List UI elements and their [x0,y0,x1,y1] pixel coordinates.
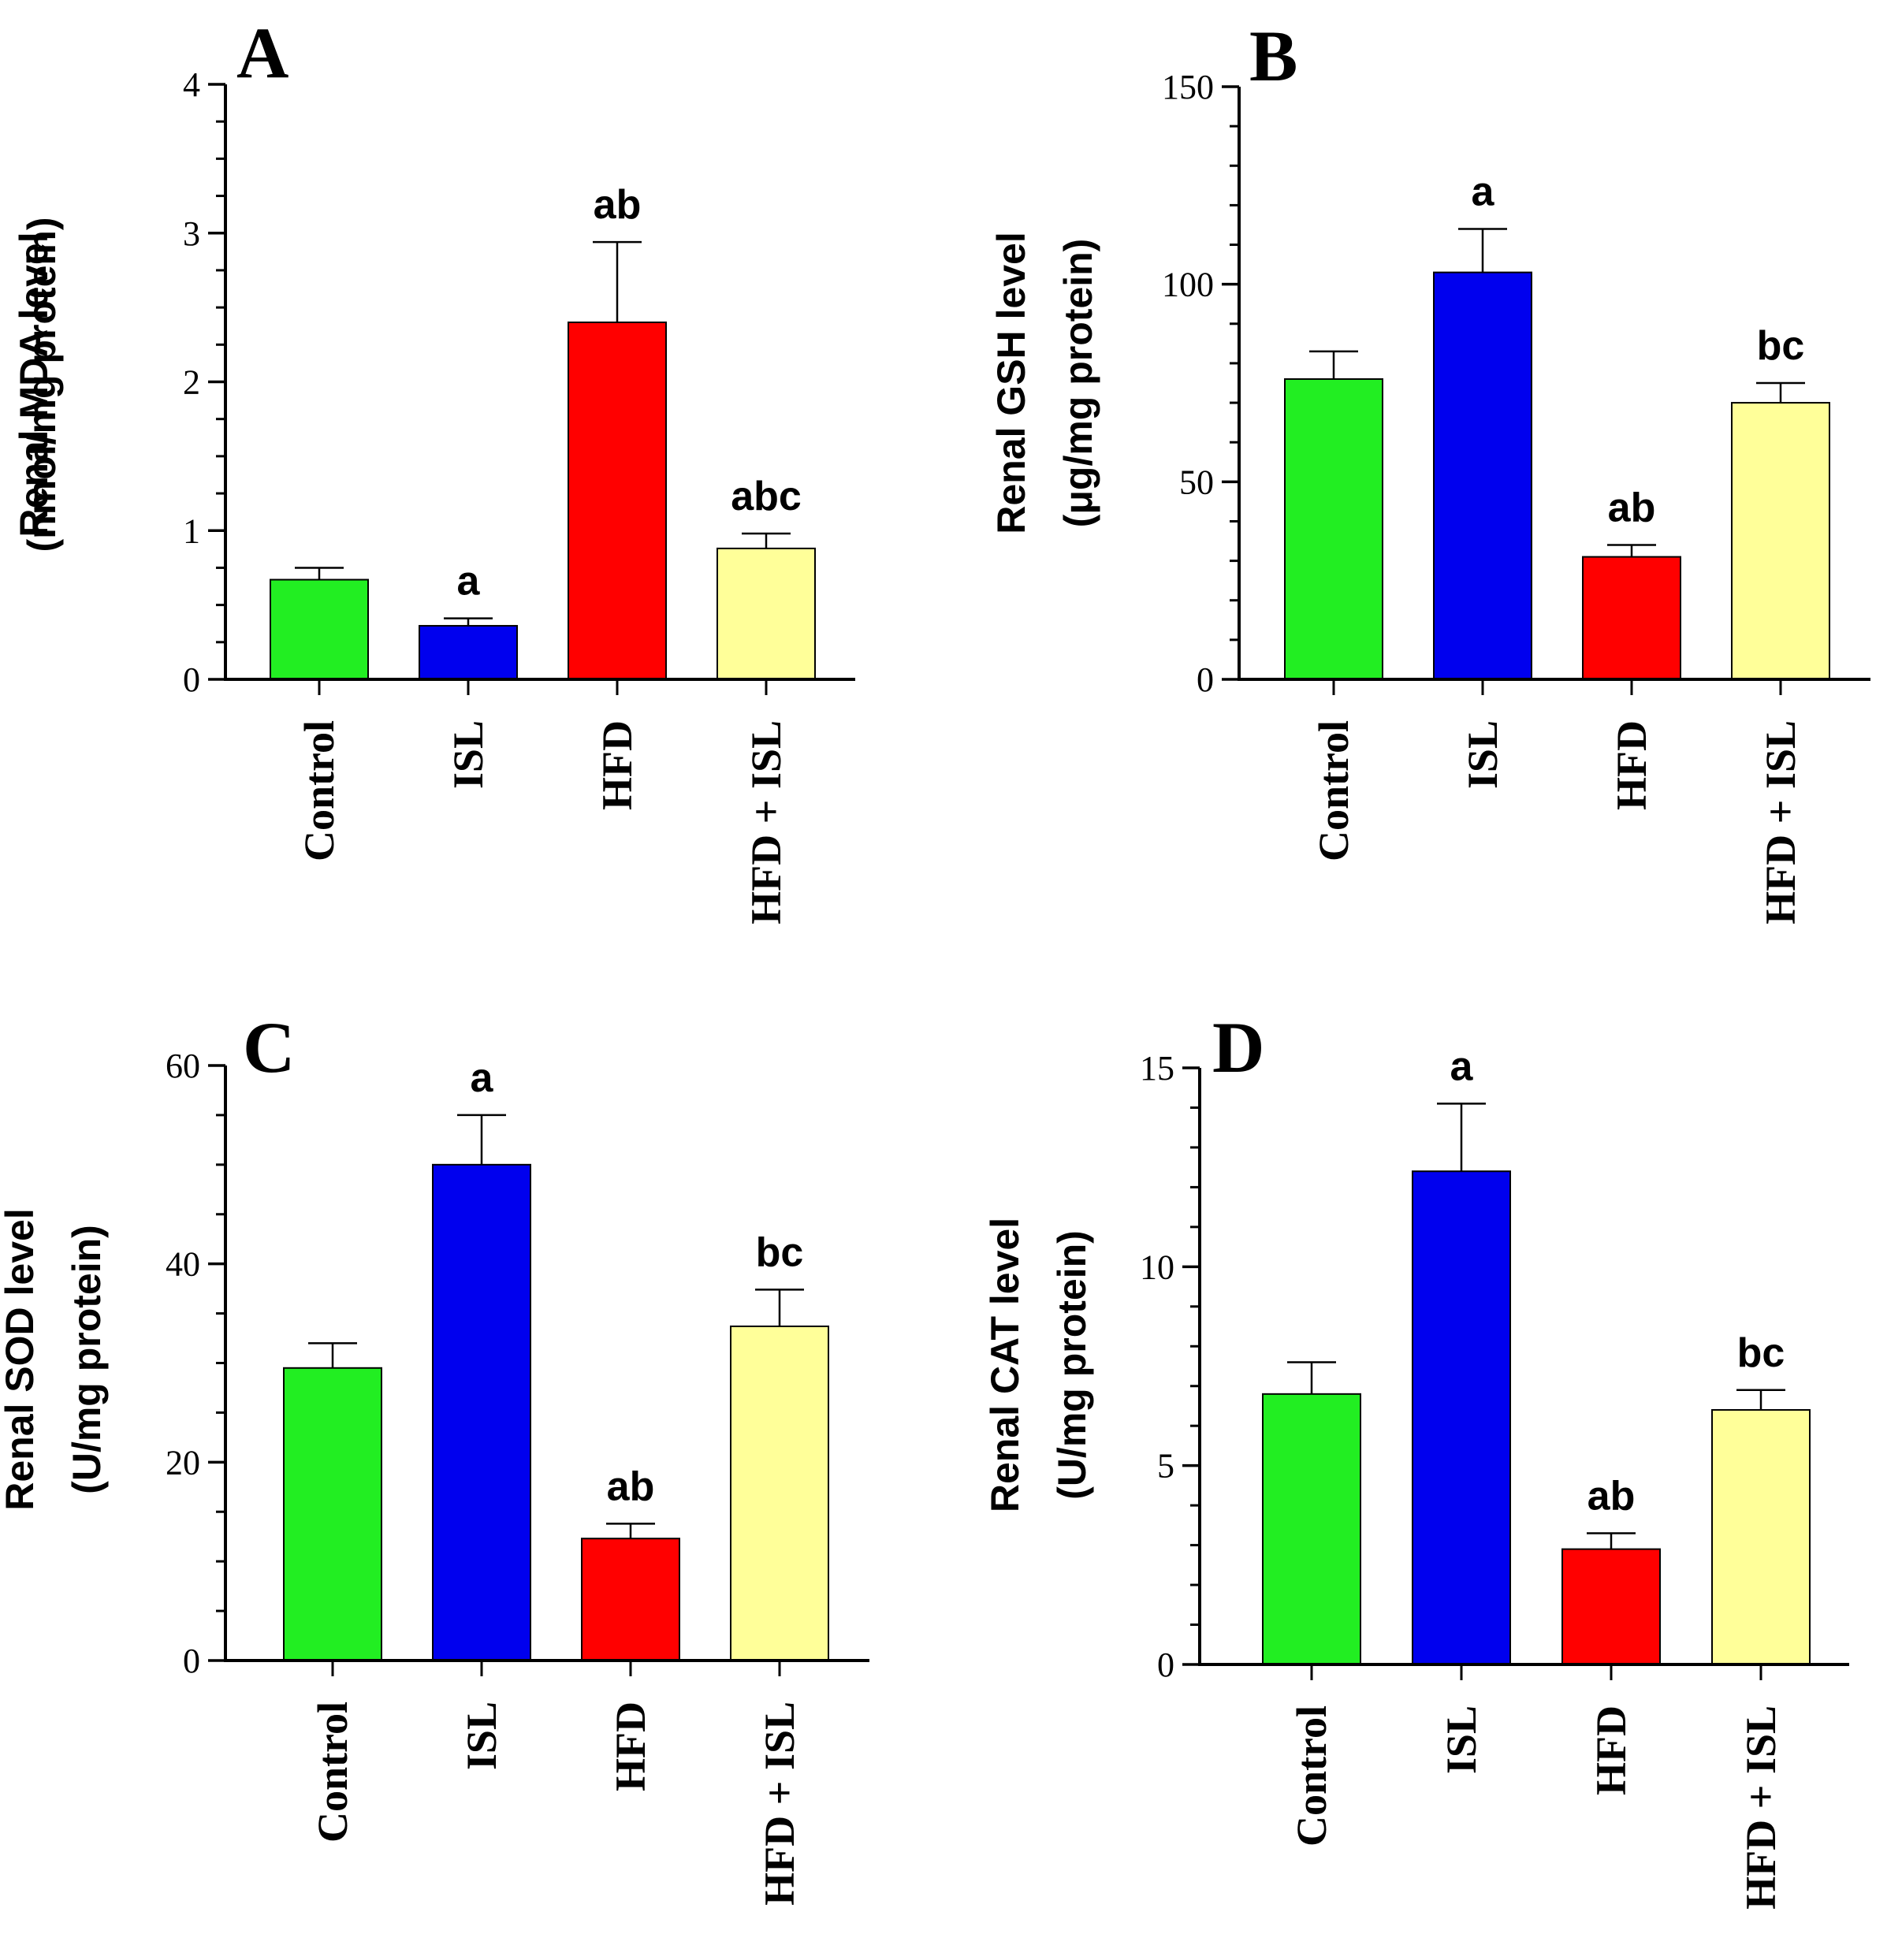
panel-b-ytick-label-4: 150 [1162,68,1214,106]
panel-b-ytick-label-2: 50 [1179,463,1214,501]
panel-b-xtick-label-2: ISL [1459,720,1506,789]
panel-d-bar-1 [1262,1393,1361,1665]
panel-a: A Renal MDA level(nmol/mg protein) Control… [12,13,855,924]
panel-a-sig-label-2: a [457,559,481,604]
panel-d-ytick-label-1: 0 [1157,1646,1174,1684]
panel-c-sig-label-4: bc [756,1229,804,1275]
panel-a-xtick-label-4: HFD + ISL [743,720,790,924]
panel-d-ylabel-line-1: Renal CAT level [983,1218,1027,1512]
panel-a-letter: A [236,13,288,93]
panel-d-xtick-label-2: ISL [1438,1705,1485,1774]
panel-b-sig-label-2: a [1472,169,1495,214]
panel-b-bar-2 [1433,271,1532,681]
panel-a-sig-label-4: abc [731,474,802,519]
panel-d-xtick-label-3: HFD [1587,1705,1635,1795]
panel-a-ylabel-line-2: (nmol/mg protein) [20,218,64,552]
panel-a-ytick-label-4: 3 [183,214,200,253]
panel-c-letter: C [243,1007,295,1088]
panel-a-bar-4 [717,547,816,681]
panel-a-ytick-label-3: 2 [183,363,200,402]
panel-c-bar-3 [581,1538,680,1661]
panel-c-ytick-label-2: 20 [166,1443,200,1482]
panel-a-xtick-label-3: HFD [594,720,641,810]
panel-a-ytick-label-1: 0 [183,660,200,699]
panel-d-bar-2 [1412,1170,1511,1666]
panel-a-ylabel-line-1: Renal MDA level [12,232,56,537]
panel-a-bar-3 [568,322,667,680]
panel-c-xtick-label-1: Control [309,1702,356,1843]
panel-c-xtick-label-3: HFD [607,1702,654,1791]
panel-a-ytick-label-5: 4 [183,65,200,104]
panel-d-ytick-label-3: 10 [1140,1248,1174,1286]
panel-b-bar-4 [1731,402,1830,680]
panel-c-bar-4 [730,1325,829,1661]
panel-b-xtick-label-3: HFD [1608,720,1655,810]
panel-a-xtick-label-2: ISL [445,720,492,789]
panel-c-ytick-label-3: 40 [166,1245,200,1284]
panel-c-xtick-label-2: ISL [458,1702,505,1770]
panel-c-sig-label-2: a [471,1055,494,1101]
panel-b-ytick-label-1: 0 [1197,660,1214,699]
panel-c-sig-label-3: ab [607,1463,655,1509]
panel-d-sig-label-2: a [1450,1043,1474,1089]
panel-c-xtick-label-4: HFD + ISL [756,1702,803,1906]
panel-a-sig-label-3: ab [594,182,642,228]
panel-b-ytick-label-3: 100 [1162,266,1214,304]
panel-d: D Renal CAT level (U/mg protein) Control a IS… [983,1007,1849,1910]
panel-a-xtick-label-1: Control [296,720,343,861]
panel-a-ytick-label-2: 1 [183,511,200,550]
panel-d-bar-3 [1561,1548,1661,1665]
panel-b-xtick-label-4: HFD + ISL [1757,720,1804,924]
panel-d-bar-4 [1711,1409,1811,1665]
panel-c: C Renal SOD level (U/mg protein) Control a IS… [0,1007,869,1906]
panel-b-xtick-label-1: Control [1310,720,1357,861]
panel-c-ylabel-line-1: Renal SOD level [0,1208,42,1511]
panel-a-bar-2 [419,625,518,680]
panel-b-letter: B [1249,16,1297,96]
panel-c-ytick-label-1: 0 [183,1642,200,1680]
panel-d-letter: D [1212,1007,1264,1088]
panel-b-ylabel-line-1: Renal GSH level [989,232,1033,534]
panel-b-sig-label-3: ab [1608,485,1656,531]
panel-d-ytick-label-4: 15 [1140,1049,1174,1088]
panel-c-ylabel-line-2: (U/mg protein) [65,1225,109,1494]
panel-d-ylabel-line-2: (U/mg protein) [1050,1230,1094,1500]
panel-d-xtick-label-4: HFD + ISL [1737,1705,1785,1910]
panel-b-sig-label-4: bc [1757,323,1805,369]
panel-b-bar-3 [1582,556,1681,680]
panel-c-ytick-label-4: 60 [166,1047,200,1085]
panel-b-bar-1 [1284,377,1383,680]
panel-c-bar-1 [283,1367,382,1661]
panel-c-bar-2 [432,1163,531,1662]
panel-d-sig-label-4: bc [1737,1330,1785,1376]
panel-d-xtick-label-1: Control [1288,1705,1335,1847]
panel-b: B Renal GSH level (μg/mg protein) Control a I… [989,16,1870,924]
panel-a-bar-1 [270,578,369,680]
panel-d-sig-label-3: ab [1587,1473,1636,1519]
panel-b-ylabel-line-2: (μg/mg protein) [1056,239,1100,528]
panel-d-ytick-label-2: 5 [1157,1447,1174,1486]
